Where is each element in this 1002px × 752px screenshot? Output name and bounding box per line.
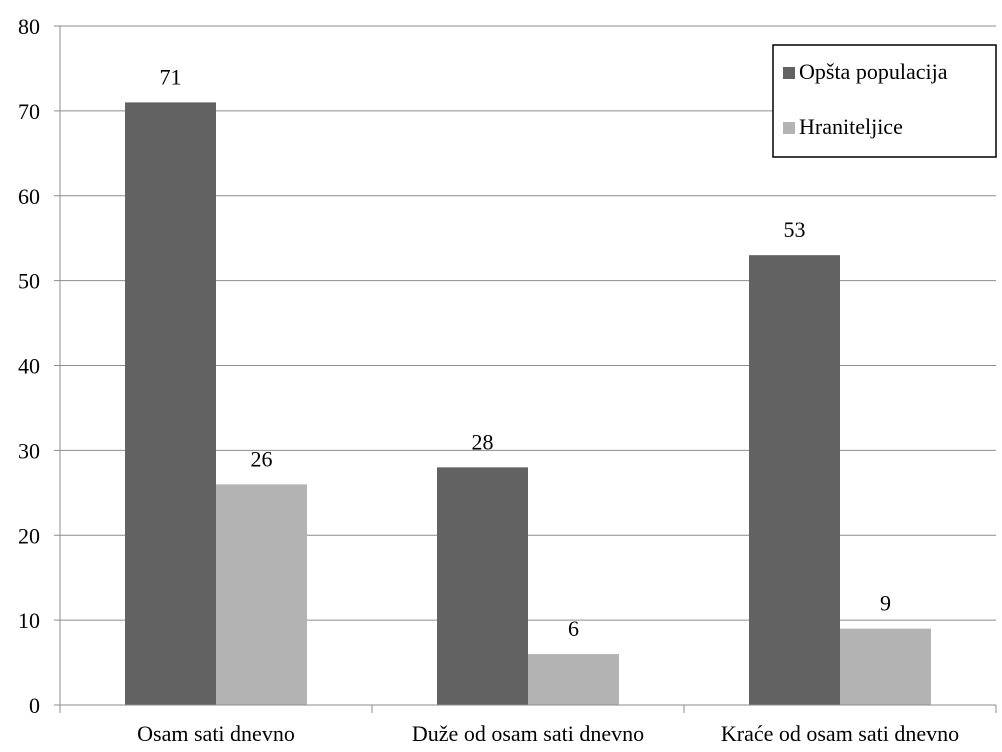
data-label-opsta-populacija-duze-od-osam-sati-dnevno: 28 <box>472 429 494 454</box>
legend-swatch-hraniteljice <box>783 122 795 134</box>
y-tick-label-10: 10 <box>18 608 40 633</box>
bar-opsta-populacija-krace-od-osam-sati-dnevno <box>749 255 840 705</box>
axes: 0 10 20 30 40 50 60 70 80 Osam sati dnevno Duže od… <box>18 14 997 746</box>
x-tick-label-osam-sati-dnevno: Osam sati dnevno <box>137 721 295 746</box>
data-labels: 71 26 28 6 53 9 <box>160 64 892 641</box>
legend: Opšta populacija Hraniteljice <box>772 44 997 158</box>
x-tick-label-krace-od-osam-sati-dnevno: Kraće od osam sati dnevno <box>721 721 959 746</box>
y-tick-label-30: 30 <box>18 438 40 463</box>
x-tick-label-duze-od-osam-sati-dnevno: Duže od osam sati dnevno <box>412 721 644 746</box>
legend-box <box>772 44 997 158</box>
y-tick-label-60: 60 <box>18 184 40 209</box>
y-tick-label-40: 40 <box>18 354 40 379</box>
legend-swatch-opsta-populacija <box>783 67 795 79</box>
y-tick-label-80: 80 <box>18 14 40 39</box>
bar-hraniteljice-krace-od-osam-sati-dnevno <box>840 628 931 705</box>
data-label-hraniteljice-duze-od-osam-sati-dnevno: 6 <box>568 616 579 641</box>
y-tick-label-0: 0 <box>29 693 40 718</box>
legend-label-opsta-populacija: Opšta populacija <box>799 59 948 84</box>
data-label-opsta-populacija-osam-sati-dnevno: 71 <box>160 64 182 89</box>
data-label-hraniteljice-krace-od-osam-sati-dnevno: 9 <box>880 591 891 616</box>
y-tick-label-20: 20 <box>18 523 40 548</box>
y-tick-label-70: 70 <box>18 99 40 124</box>
legend-label-hraniteljice: Hraniteljice <box>799 114 903 139</box>
bar-hraniteljice-duze-od-osam-sati-dnevno <box>528 654 619 705</box>
bar-opsta-populacija-duze-od-osam-sati-dnevno <box>437 467 528 705</box>
bar-hraniteljice-osam-sati-dnevno <box>216 484 307 705</box>
bar-opsta-populacija-osam-sati-dnevno <box>125 102 216 705</box>
bars <box>125 102 931 705</box>
y-tick-label-50: 50 <box>18 269 40 294</box>
data-label-hraniteljice-osam-sati-dnevno: 26 <box>251 446 273 471</box>
data-label-opsta-populacija-krace-od-osam-sati-dnevno: 53 <box>784 217 806 242</box>
